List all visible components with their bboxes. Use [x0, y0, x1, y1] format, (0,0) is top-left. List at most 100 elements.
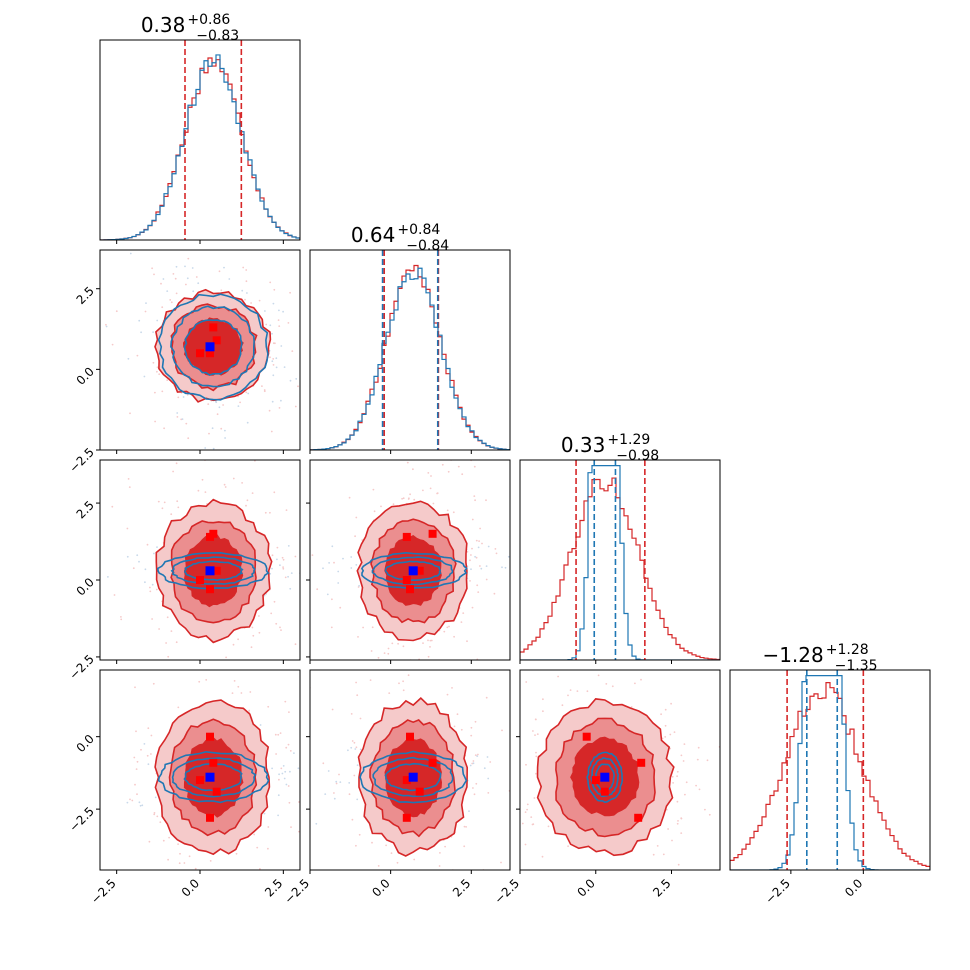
scatter-point: [533, 797, 536, 799]
scatter-point: [147, 763, 150, 766]
scatter-point: [677, 863, 680, 866]
scatter-point: [288, 801, 291, 804]
scatter-point: [669, 733, 672, 736]
scatter-point: [371, 626, 374, 629]
scatter-point: [475, 556, 478, 559]
scatter-point: [354, 535, 356, 538]
scatter-point: [535, 772, 537, 775]
scatter-point: [504, 566, 507, 569]
scatter-point: [162, 839, 165, 842]
scatter-point: [129, 252, 132, 255]
scatter-point: [402, 497, 405, 500]
red-marker: [206, 813, 214, 822]
scatter-point: [324, 793, 327, 795]
scatter-point: [397, 642, 399, 645]
scatter-point: [557, 675, 559, 678]
scatter-point: [526, 808, 528, 811]
scatter-point: [671, 775, 674, 778]
scatter-point: [355, 844, 357, 847]
scatter-point: [175, 462, 178, 465]
scatter-point: [181, 418, 184, 420]
scatter-point: [113, 594, 116, 596]
scatter-point: [561, 704, 564, 707]
title-upper: +0.84: [397, 222, 440, 238]
panel-2-1: [311, 460, 510, 660]
scatter-point: [676, 822, 679, 825]
scatter-point: [469, 559, 471, 562]
panel-3-2: [521, 674, 720, 866]
scatter-point: [185, 283, 187, 286]
diag-title-0: 0.38 +0.86 −0.83: [141, 12, 239, 44]
scatter-point: [427, 472, 430, 474]
scatter-point: [339, 781, 342, 783]
scatter-point: [159, 821, 162, 824]
scatter-point: [391, 642, 394, 645]
scatter-point: [167, 858, 170, 861]
scatter-point: [154, 796, 157, 799]
scatter-point: [660, 713, 662, 716]
red-marker: [600, 787, 609, 796]
scatter-point: [524, 843, 527, 846]
scatter-point: [402, 680, 404, 683]
red-marker: [196, 349, 204, 358]
scatter-point: [272, 374, 275, 377]
scatter-point: [290, 826, 292, 828]
scatter-point: [495, 552, 498, 555]
scatter-point: [277, 814, 279, 817]
scatter-point: [333, 797, 336, 800]
scatter-point: [422, 642, 424, 644]
blue-contour: [156, 551, 270, 590]
scatter-point: [331, 598, 333, 601]
scatter-point: [322, 567, 324, 570]
scatter-point: [356, 798, 359, 801]
scatter-point: [294, 405, 297, 408]
red-marker: [212, 336, 221, 345]
scatter-point: [237, 638, 240, 641]
scatter-point: [478, 540, 480, 542]
scatter-point: [489, 761, 492, 763]
scatter-point: [284, 576, 287, 579]
scatter-point: [470, 734, 473, 737]
scatter-point: [139, 804, 142, 807]
scatter-point: [250, 302, 253, 304]
scatter-point: [168, 836, 171, 839]
scatter-point: [136, 793, 138, 796]
scatter-point: [355, 681, 357, 684]
scatter-point: [143, 375, 146, 378]
scatter-point: [211, 427, 214, 430]
scatter-point: [501, 566, 503, 569]
scatter-point: [446, 693, 449, 696]
scatter-point: [290, 572, 293, 574]
scatter-point: [271, 554, 274, 557]
scatter-point: [280, 399, 282, 402]
scatter-point: [567, 845, 569, 848]
scatter-point: [470, 726, 473, 729]
scatter-point: [136, 760, 139, 763]
scatter-point: [357, 636, 359, 638]
panel-2-0: [107, 460, 300, 659]
scatter-point: [372, 488, 375, 491]
scatter-point: [134, 783, 136, 786]
blue-marker: [600, 772, 610, 782]
scatter-point: [169, 299, 172, 301]
scatter-point: [535, 755, 538, 758]
scatter-point: [680, 817, 683, 820]
diag-title-2: 0.33 +1.29 −0.98: [561, 432, 659, 464]
scatter-point: [380, 505, 382, 508]
scatter-point: [460, 728, 463, 731]
scatter-point: [471, 606, 474, 609]
scatter-point: [427, 639, 429, 642]
scatter-point: [481, 542, 483, 545]
scatter-point: [176, 500, 179, 503]
scatter-point: [474, 754, 477, 756]
blue-marker: [205, 772, 215, 782]
red-histogram: [730, 682, 930, 870]
scatter-point: [476, 755, 479, 757]
scatter-point: [351, 740, 354, 742]
scatter-point: [335, 782, 338, 785]
scatter-point: [161, 390, 164, 393]
scatter-point: [197, 282, 200, 285]
scatter-point: [177, 706, 180, 709]
scatter-point: [429, 639, 432, 642]
scatter-point: [263, 812, 266, 815]
